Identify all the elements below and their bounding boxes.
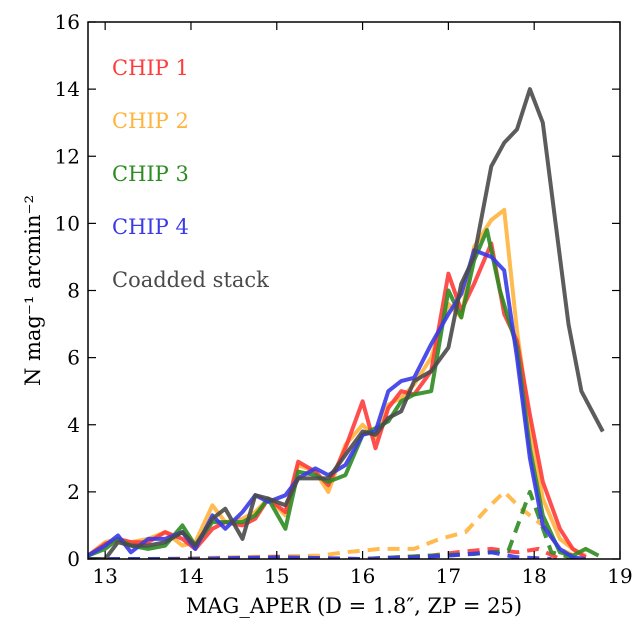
legend-entry: CHIP 1	[112, 56, 189, 80]
x-tick-label: 18	[521, 564, 546, 588]
x-tick-label: 15	[264, 564, 289, 588]
y-tick-label: 6	[67, 346, 80, 370]
x-tick-label: 16	[350, 564, 375, 588]
y-tick-label: 0	[67, 547, 80, 571]
y-tick-label: 16	[55, 10, 80, 34]
y-tick-label: 10	[55, 211, 80, 235]
series-line-1	[88, 207, 587, 558]
legend-entry: CHIP 4	[112, 215, 189, 239]
y-tick-label: 2	[67, 480, 80, 504]
x-tick-label: 19	[607, 564, 632, 588]
legend-entry: Coadded stack	[112, 268, 269, 292]
x-axis-title: MAG_APER (D = 1.8″, ZP = 25)	[186, 594, 522, 618]
legend: CHIP 1 CHIP 2 CHIP 3 CHIP 4 Coadded stack	[112, 56, 269, 292]
plot-lines	[88, 87, 605, 559]
y-tick-label: 12	[55, 144, 80, 168]
series-line-3	[88, 248, 586, 559]
x-tick-label: 14	[178, 564, 203, 588]
series-line-4	[88, 87, 605, 559]
legend-entry: CHIP 2	[112, 109, 189, 133]
x-tick-label: 13	[92, 564, 117, 588]
y-tick-label: 14	[55, 77, 80, 101]
plot-frame	[87, 21, 621, 560]
y-tick-label: 8	[67, 279, 80, 303]
legend-entry: CHIP 3	[112, 162, 189, 186]
dashed-series-line-0	[88, 489, 578, 559]
axis-ticks: 13 14 15 16 17 18 19 0 2 4 6 8 10 12 14 16	[55, 10, 633, 588]
x-tick-label: 17	[436, 564, 461, 588]
y-axis-title: N mag⁻¹ arcmin⁻²	[21, 195, 45, 386]
y-tick-label: 4	[67, 413, 80, 437]
dashed-series-line-2	[88, 489, 578, 559]
